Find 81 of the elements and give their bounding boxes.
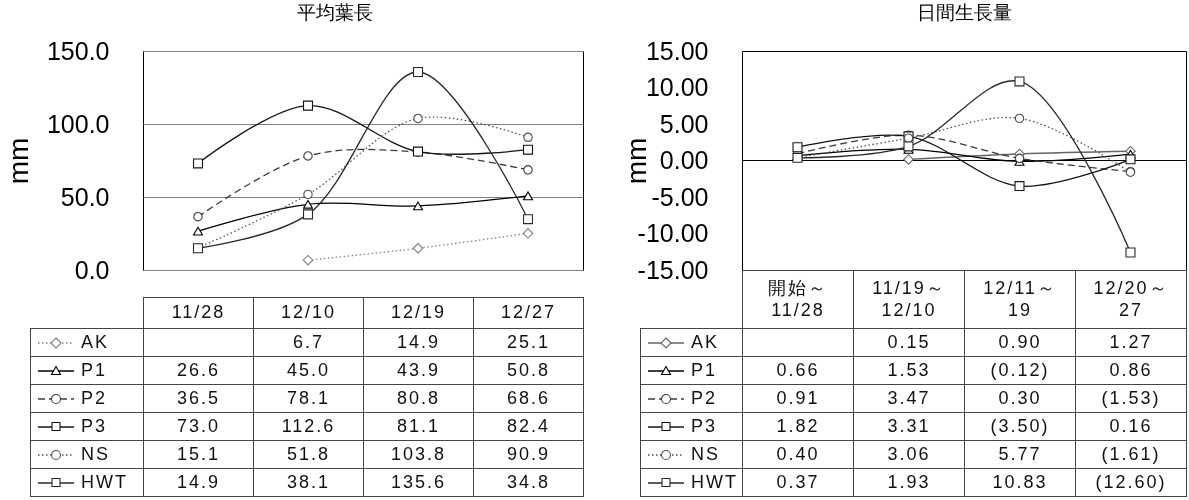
data-label: 34.8 [506,471,551,494]
data-label: 80.8 [396,387,441,410]
legend-label: HWT [691,471,738,494]
legend-label: P2 [81,387,108,410]
x-tick-label: 12/11～19 [982,277,1058,322]
x-tick-label: 12/19 [390,302,447,324]
x-tick-label: 12/10 [280,302,337,324]
data-label: 6.7 [292,331,325,354]
data-label: 3.06 [887,443,931,466]
data-label: 68.6 [506,387,551,410]
x-tick-label: 11/19～12/10 [871,277,947,322]
data-label: 73.0 [176,415,221,438]
data-label: 51.8 [286,443,331,466]
data-label: 90.9 [506,443,551,466]
data-label: 0.37 [776,471,820,494]
data-label: 38.1 [286,471,331,494]
data-label: 14.9 [176,471,221,494]
data-label: 135.6 [390,471,447,494]
data-label: 50.8 [506,359,551,382]
legend-label: HWT [81,471,128,494]
x-tick-label: 12/20～27 [1092,277,1170,322]
data-label: 0.66 [776,359,820,382]
data-label: 0.90 [998,331,1042,354]
data-label: (1.53) [1101,387,1161,410]
data-label: 45.0 [286,359,331,382]
y-tick-label: 0.00 [659,146,709,174]
data-label: 15.1 [176,443,221,466]
y-axis-title: mm [2,137,34,185]
data-label: 0.40 [776,443,820,466]
data-label: 78.1 [286,387,331,410]
legend-label: P2 [691,387,718,410]
data-label: 0.30 [998,387,1042,410]
data-label: 3.31 [887,415,931,438]
data-label: 81.1 [396,415,441,438]
y-tick-label: -5.00 [651,182,709,211]
data-label: (12.60) [1095,471,1167,494]
data-label: 1.93 [887,471,931,494]
data-label: (3.50) [990,415,1050,438]
data-label: 0.15 [887,331,931,354]
data-label: 0.86 [1109,359,1153,382]
y-tick-label: -15.00 [637,255,709,284]
data-label: 5.77 [998,443,1042,466]
data-label: 3.47 [887,387,931,410]
y-tick-label: 100.0 [46,109,110,138]
data-label: 103.8 [390,443,447,466]
y-tick-label: 0.0 [74,255,110,284]
legend-label: AK [81,331,110,354]
data-label: (0.12) [990,359,1050,382]
data-label: 26.6 [176,359,221,382]
chart-title: 平均葉長 [297,2,373,23]
legend-label: P1 [81,359,108,382]
y-tick-label: 50.0 [60,182,110,211]
data-label: 0.91 [776,387,820,410]
y-tick-label: 10.00 [645,73,709,101]
y-tick-label: 5.00 [659,109,709,138]
legend-label: P1 [691,359,718,382]
legend-label: AK [691,331,720,354]
data-label: 43.9 [396,359,441,382]
chart-title: 日間生長量 [916,2,1012,23]
data-label: 14.9 [396,331,441,354]
x-tick-label: 開始～11/28 [767,277,829,322]
y-tick-label: 15.00 [645,36,709,65]
data-label: 0.16 [1109,415,1153,438]
y-axis-title: mm [620,137,652,185]
data-label: 112.6 [281,415,336,438]
data-label: 1.82 [776,415,820,438]
y-tick-label: -10.00 [637,219,709,247]
data-label: 10.83 [992,471,1048,494]
data-label: 1.27 [1109,331,1153,354]
data-label: 25.1 [506,331,551,354]
data-label: 82.4 [506,415,551,438]
x-tick-label: 12/27 [500,302,557,324]
y-tick-label: 150.0 [46,36,110,65]
legend-label: P3 [691,415,718,438]
legend-label: NS [691,443,721,466]
legend-label: NS [81,443,111,466]
x-tick-label: 11/28 [171,302,226,324]
data-label: (1.61) [1101,443,1161,466]
data-label: 1.53 [887,359,931,382]
legend-label: P3 [81,415,108,438]
data-label: 36.5 [176,387,221,410]
